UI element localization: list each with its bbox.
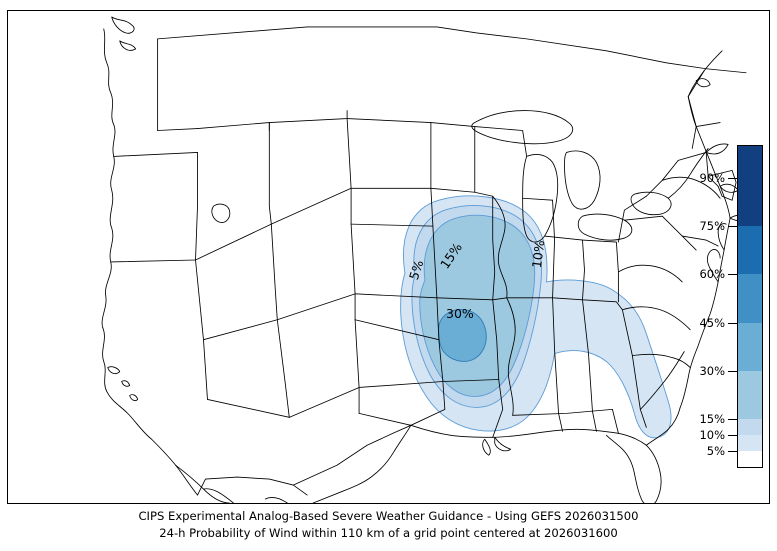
probability-contour-fills [400,195,672,439]
caption-line-2: 24-h Probability of Wind within 110 km o… [159,526,618,540]
conus-map [101,16,751,503]
colorbar-tick-label-15: 15% [699,411,725,426]
colorbar-tick-label-30: 30% [699,363,725,378]
colorbar-band-0-5 [738,450,762,468]
colorbar-tick-label-90: 90% [699,171,725,186]
colorbar-band-5-10 [738,434,762,451]
colorbar-band-15-30 [738,370,762,419]
colorbar-band-45-60 [738,274,762,323]
map-geography [101,16,751,503]
colorbar-tick-label-5: 5% [706,443,725,458]
contour-label-30: 30% [446,306,474,321]
caption-line-1: CIPS Experimental Analog-Based Severe We… [138,509,639,523]
figure-caption: CIPS Experimental Analog-Based Severe We… [0,508,777,542]
map-axes: 5% 15% 30% 10% [7,10,770,504]
colorbar-tick-label-45: 45% [699,315,725,330]
colorbar-band-75-100 [738,146,762,227]
colorbar-tick-label-10: 10% [699,427,725,442]
colorbar-band-10-15 [738,418,762,435]
colorbar-band-30-45 [738,322,762,371]
colorbar-tick-label-75: 75% [699,219,725,234]
probability-colorbar: 90% 75% 60% 45% 30% 15% 10% 5% [699,145,763,468]
colorbar-band-60-75 [738,226,762,275]
colorbar-tick-label-60: 60% [699,267,725,282]
contour-fill-30 [438,309,487,362]
